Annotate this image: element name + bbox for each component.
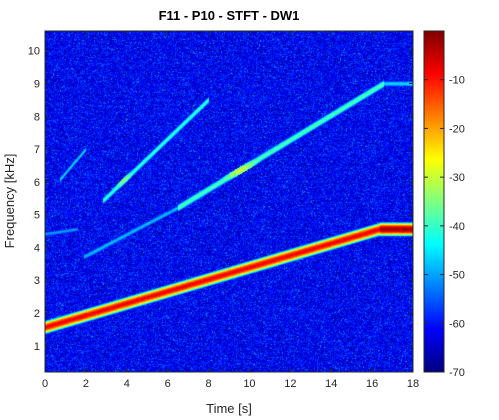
colorbar-tick-label: -20	[449, 123, 465, 135]
spectrogram-image	[45, 31, 413, 372]
colorbar-tick-label: -30	[449, 172, 465, 184]
y-tick-label: 4	[34, 242, 40, 254]
colorbar-tick-label: -10	[449, 75, 465, 87]
x-tick-label: 18	[407, 378, 419, 390]
colorbar-gradient	[424, 31, 444, 372]
y-tick-label: 10	[28, 46, 40, 58]
colorbar-tick-label: -60	[449, 318, 465, 330]
x-tick-label: 6	[165, 378, 171, 390]
y-tick-label: 2	[34, 308, 40, 320]
colorbar-tick-label: -70	[449, 367, 465, 379]
y-tick-label: 7	[34, 144, 40, 156]
plot-frame	[44, 30, 414, 373]
y-axis-ticks: 1 2 3 4 5 6 7 8 9 10	[28, 46, 413, 353]
x-tick-label: 0	[42, 378, 48, 390]
x-tick-label: 10	[243, 378, 255, 390]
chart-title: F11 - P10 - STFT - DW1	[159, 8, 300, 23]
x-tick-label: 12	[284, 378, 296, 390]
x-tick-label: 2	[83, 378, 89, 390]
y-tick-label: 6	[34, 177, 40, 189]
x-tick-label: 4	[124, 378, 130, 390]
plot-area	[44, 30, 414, 373]
y-tick-label: 5	[34, 210, 40, 222]
y-tick-label: 1	[34, 341, 40, 353]
y-tick-label: 3	[34, 275, 40, 287]
colorbar-ticks: -10 -20 -30 -40 -50 -60 -70	[424, 75, 465, 379]
colorbar-tick-label: -40	[449, 221, 465, 233]
colorbar: -10 -20 -30 -40 -50 -60 -70	[423, 30, 465, 379]
colorbar-tick-label: -50	[449, 270, 465, 282]
y-tick-label: 8	[34, 111, 40, 123]
x-axis-label: Time [s]	[206, 401, 252, 416]
y-axis-label: Frequency [kHz]	[2, 154, 17, 249]
x-tick-label: 14	[325, 378, 337, 390]
x-axis-ticks: 0 2 4 6 8 10 12 14 16 18	[42, 31, 419, 390]
x-tick-label: 8	[205, 378, 211, 390]
y-tick-label: 9	[34, 78, 40, 90]
x-tick-label: 16	[366, 378, 378, 390]
colorbar-frame	[423, 30, 445, 373]
